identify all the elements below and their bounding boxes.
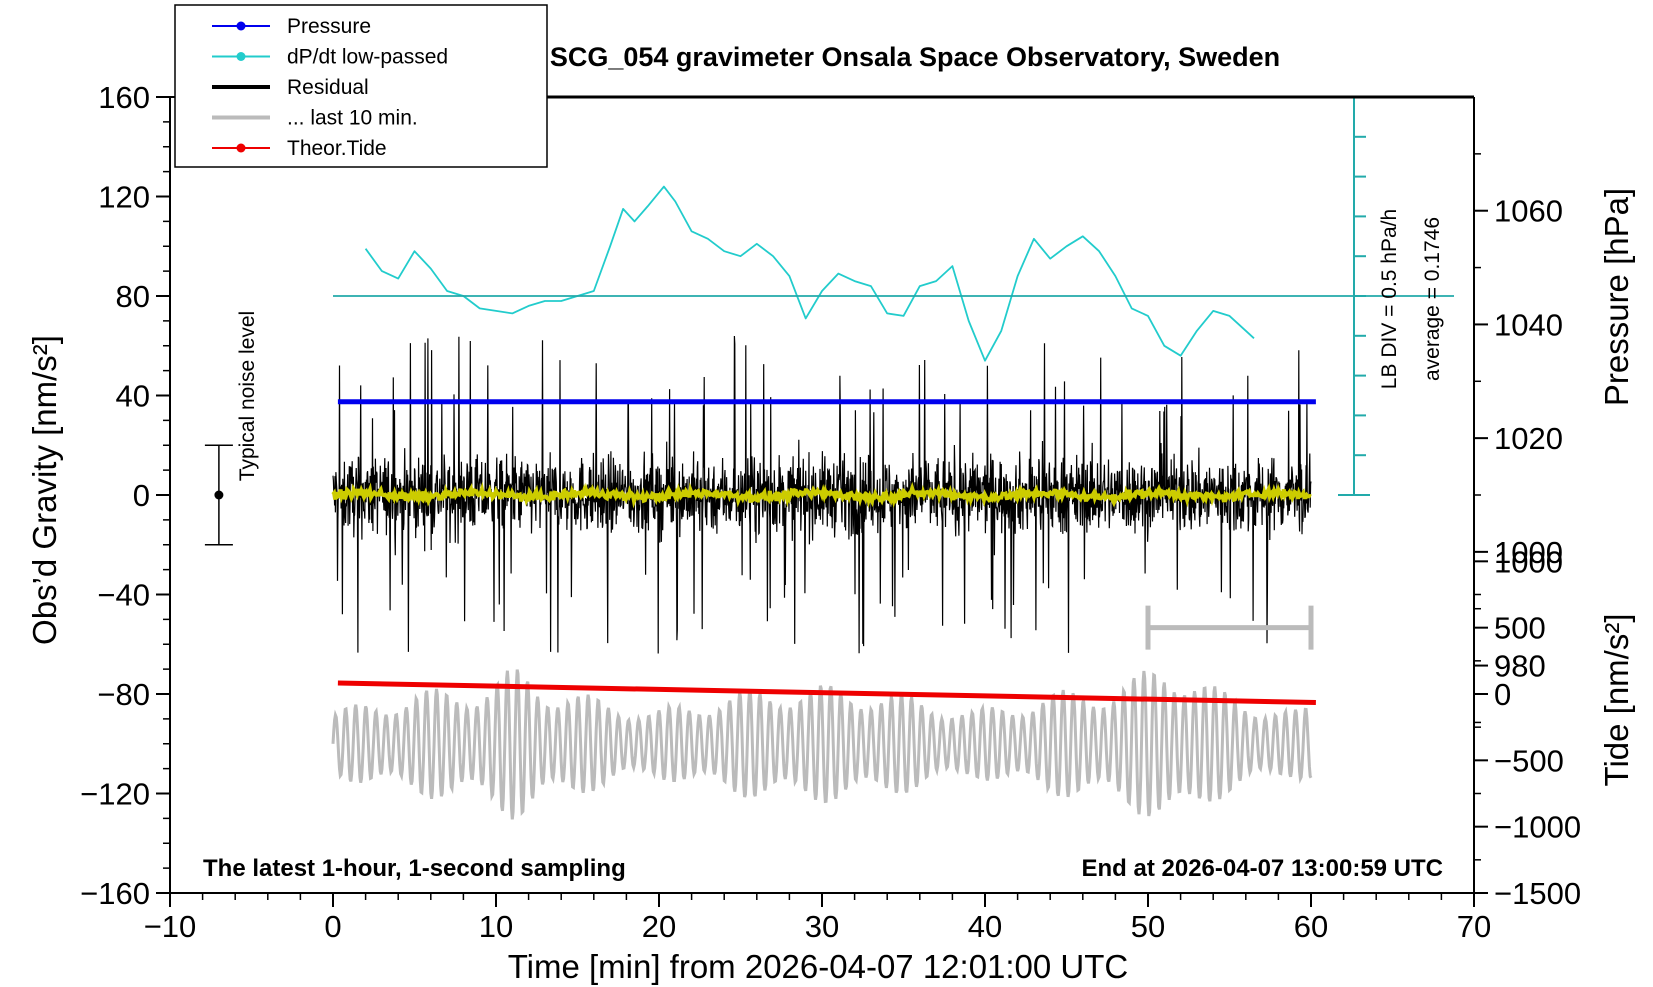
y-axis-label-gravity: Obs’d Gravity [nm/s²]: [26, 335, 63, 645]
legend-label: Theor.Tide: [287, 137, 387, 160]
y-axis-label-pressure: Pressure [hPa]: [1598, 188, 1635, 406]
tide-tick-label: 1000: [1494, 544, 1563, 579]
x-tick-label: 40: [968, 909, 1002, 944]
y-tick-label: −40: [97, 578, 150, 613]
lb-div-scale-label: LB DIV = 0.5 hPa/h: [1378, 209, 1401, 389]
noise-level-label: Typical noise level: [236, 311, 259, 481]
text-layer: SCG_054 gravimeter Onsala Space Observat…: [26, 42, 1635, 985]
legend-marker: [236, 143, 246, 153]
series-theor-tide-line: [337, 680, 1316, 705]
legend-marker: [236, 21, 246, 31]
y-tick-label: −160: [80, 876, 150, 911]
x-tick-label: 30: [805, 909, 839, 944]
y-tick-label: 0: [133, 478, 150, 513]
x-axis-label: Time [min] from 2026-04-07 12:01:00 UTC: [508, 948, 1129, 985]
pressure-tick-label: 980: [1494, 649, 1546, 684]
chart-title: SCG_054 gravimeter Onsala Space Observat…: [550, 42, 1280, 72]
legend-marker: [236, 52, 246, 61]
axes-layer: −10 0 10 20 30 40 50 60 70−160−120−80−4004080120…: [80, 80, 1581, 944]
x-tick-label: 60: [1294, 909, 1328, 944]
footer-right-note: End at 2026-04-07 13:00:59 UTC: [1082, 855, 1444, 882]
tide-tick-label: −1500: [1494, 876, 1581, 911]
series-dp-dt-low-passed-line: [364, 185, 1255, 362]
series-residual-smoothed-line: [331, 481, 1312, 509]
series-last-10-min-line: [331, 669, 1313, 820]
legend-label: Pressure: [287, 15, 371, 38]
y-tick-label: 40: [116, 379, 150, 414]
tide-tick-label: 0: [1494, 677, 1511, 712]
legend-label: Residual: [287, 76, 369, 99]
average-label: average = 0.1746: [1421, 217, 1444, 381]
series-residual-line: [332, 335, 1312, 654]
x-tick-label: 20: [642, 909, 676, 944]
x-tick-label: 0: [324, 909, 341, 944]
y-tick-label: 120: [98, 180, 150, 215]
data-series-layer: [204, 96, 1454, 820]
legend-label: ... last 10 min.: [287, 107, 418, 130]
y-tick-label: 160: [98, 80, 150, 115]
pressure-tick-label: 1000: [1494, 535, 1563, 570]
y-tick-label: −120: [80, 777, 150, 812]
footer-left-note: The latest 1-hour, 1-second sampling: [203, 855, 626, 882]
tide-tick-label: 500: [1494, 611, 1546, 646]
x-tick-label: 70: [1457, 909, 1491, 944]
y-tick-label: −80: [97, 677, 150, 712]
legend: Pressure dP/dt low-passed Residual ... last…: [174, 4, 548, 168]
pressure-tick-label: 1040: [1494, 307, 1563, 342]
x-tick-label: 50: [1131, 909, 1165, 944]
tide-tick-label: −500: [1494, 743, 1564, 778]
tide-tick-label: −1000: [1494, 810, 1581, 845]
y-axis-label-tide: Tide [nm/s²]: [1598, 614, 1635, 787]
x-tick-label: −10: [144, 909, 197, 944]
y-tick-label: 80: [116, 279, 150, 314]
pressure-tick-label: 1020: [1494, 421, 1563, 456]
legend-label: dP/dt low-passed: [287, 46, 448, 69]
x-tick-label: 10: [479, 909, 513, 944]
noise-level-dot: [214, 490, 224, 500]
pressure-tick-label: 1060: [1494, 194, 1563, 229]
